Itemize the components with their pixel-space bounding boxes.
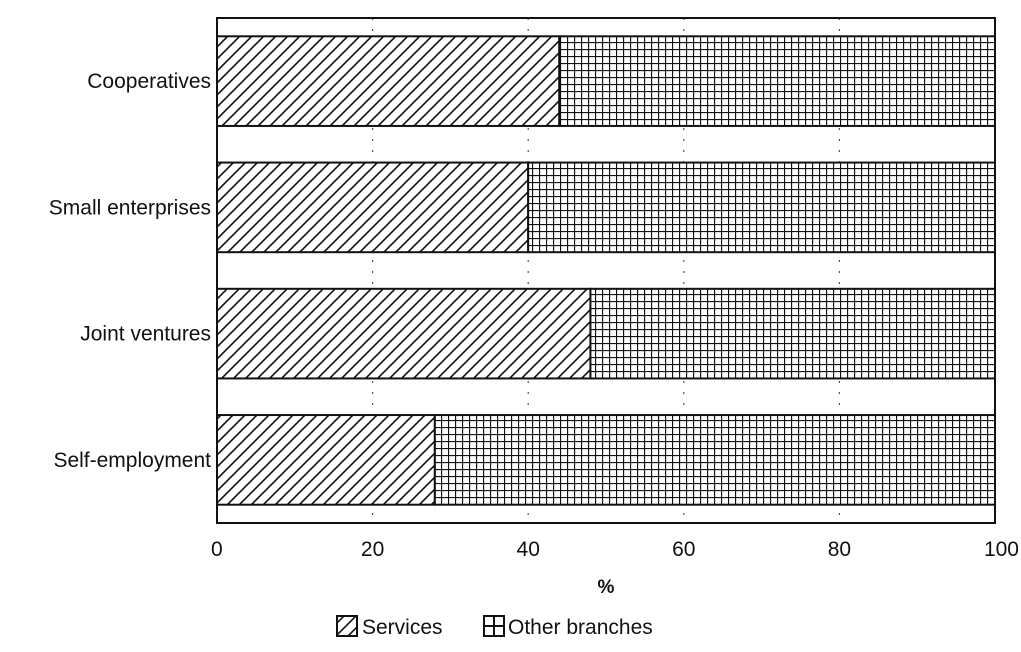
legend-swatch-services: [336, 615, 358, 637]
bar-services-small-enterprises: [216, 161, 530, 254]
category-labels: Cooperatives Small enterprises Joint ventu…: [49, 70, 211, 472]
x-tick-labels: 0 20 40 60 80 100: [211, 538, 1019, 561]
plot-area-frame: [216, 17, 996, 524]
bar-services-self-employment: [216, 414, 436, 506]
x-tick-label: 80: [828, 538, 851, 561]
bar-other-branches-joint-ventures: [589, 287, 996, 380]
category-label: Self-employment: [53, 449, 211, 472]
x-tick-label: 100: [984, 538, 1019, 561]
x-axis-title: %: [598, 577, 615, 598]
legend-label-services: Services: [362, 616, 443, 639]
bar-services-joint-ventures: [216, 287, 592, 380]
x-tick-label: 20: [361, 538, 384, 561]
legend-swatch-other-branches-cross: [484, 616, 504, 636]
bar-services-cooperatives: [216, 35, 561, 127]
legend-label-other-branches: Other branches: [508, 616, 653, 639]
bar-other-branches-self-employment: [433, 414, 996, 506]
category-label: Small enterprises: [49, 196, 211, 219]
bars: [216, 35, 996, 506]
x-tick-label: 60: [672, 538, 695, 561]
x-tick-label: 40: [517, 538, 540, 561]
legend: Services Other branches: [336, 615, 653, 639]
bar-other-branches-small-enterprises: [527, 161, 996, 254]
category-label: Cooperatives: [87, 70, 211, 93]
category-label: Joint ventures: [80, 323, 211, 346]
bar-other-branches-cooperatives: [558, 35, 996, 127]
x-tick-label: 0: [211, 538, 223, 561]
